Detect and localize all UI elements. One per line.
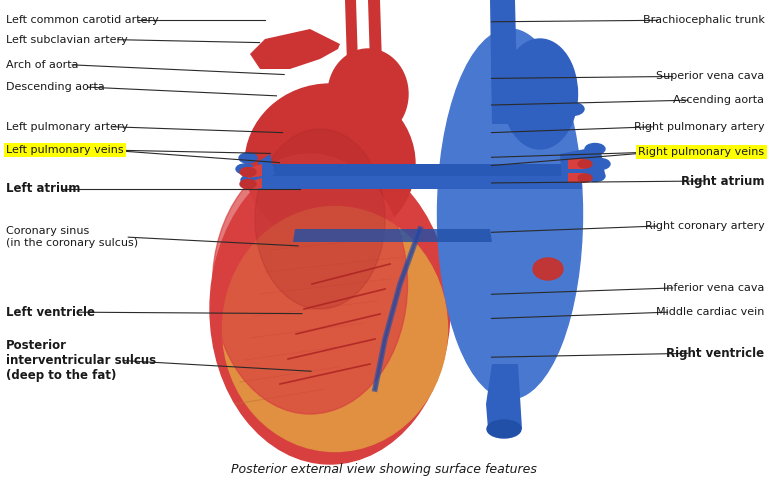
Polygon shape (248, 178, 262, 190)
Text: Ascending aorta: Ascending aorta (674, 95, 764, 105)
Ellipse shape (240, 180, 256, 188)
Text: Arch of aorta: Arch of aorta (6, 60, 78, 70)
Text: Right ventricle: Right ventricle (667, 347, 764, 360)
Ellipse shape (236, 164, 254, 174)
Text: Left pulmonary artery: Left pulmonary artery (6, 122, 128, 132)
Text: Right coronary artery: Right coronary artery (644, 221, 764, 231)
Polygon shape (258, 154, 275, 182)
Ellipse shape (578, 174, 592, 182)
Text: Posterior external view showing surface features: Posterior external view showing surface … (231, 463, 537, 476)
Text: Posterior
interventricular sulcus
(deep to the fat): Posterior interventricular sulcus (deep … (6, 339, 156, 382)
Text: Superior vena cava: Superior vena cava (656, 72, 764, 81)
Ellipse shape (239, 153, 257, 163)
Ellipse shape (585, 170, 605, 182)
Text: Brachiocephalic trunk: Brachiocephalic trunk (643, 15, 764, 25)
Text: Left pulmonary veins: Left pulmonary veins (6, 145, 124, 155)
Text: Right pulmonary artery: Right pulmonary artery (634, 122, 764, 132)
Polygon shape (258, 164, 582, 176)
Text: Left common carotid artery: Left common carotid artery (6, 15, 158, 25)
Polygon shape (250, 29, 340, 69)
Ellipse shape (590, 158, 610, 169)
Ellipse shape (553, 82, 577, 95)
Ellipse shape (487, 420, 521, 438)
Ellipse shape (255, 129, 385, 309)
Polygon shape (248, 164, 262, 178)
Polygon shape (568, 159, 585, 169)
Ellipse shape (240, 167, 256, 177)
Ellipse shape (502, 39, 578, 149)
Ellipse shape (223, 207, 448, 452)
Polygon shape (560, 146, 605, 182)
Ellipse shape (210, 154, 450, 464)
Text: Coronary sinus
(in the coronary sulcus): Coronary sinus (in the coronary sulcus) (6, 227, 138, 248)
Polygon shape (293, 229, 492, 242)
Text: Right pulmonary veins: Right pulmonary veins (638, 147, 764, 157)
Ellipse shape (585, 143, 605, 154)
Ellipse shape (213, 154, 408, 414)
Ellipse shape (241, 175, 259, 185)
Polygon shape (368, 0, 382, 64)
Polygon shape (345, 0, 358, 64)
Ellipse shape (245, 84, 415, 244)
Polygon shape (486, 364, 522, 429)
Text: Right atrium: Right atrium (681, 175, 764, 187)
Ellipse shape (438, 29, 582, 399)
Ellipse shape (328, 49, 408, 139)
Text: Left atrium: Left atrium (6, 182, 80, 195)
Text: Left ventricle: Left ventricle (6, 306, 94, 318)
Polygon shape (568, 173, 585, 183)
Polygon shape (490, 0, 518, 124)
Ellipse shape (578, 160, 592, 168)
Text: Descending aorta: Descending aorta (6, 82, 104, 92)
Ellipse shape (533, 258, 563, 280)
Polygon shape (258, 164, 582, 189)
Ellipse shape (560, 103, 584, 116)
Text: Inferior vena cava: Inferior vena cava (663, 283, 764, 293)
Text: Middle cardiac vein: Middle cardiac vein (656, 307, 764, 317)
Text: Left subclavian artery: Left subclavian artery (6, 35, 127, 45)
